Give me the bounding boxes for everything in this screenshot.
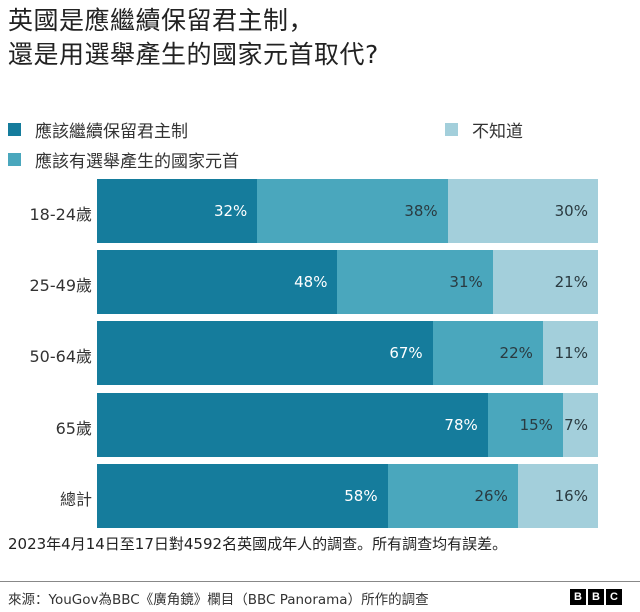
legend-label: 不知道 bbox=[472, 122, 523, 142]
bar-segment: 67% bbox=[97, 321, 433, 385]
bbc-logo-letter: C bbox=[606, 589, 622, 605]
survey-note: 2023年4月14日至17日對4592名英國成年人的調查。所有調查均有誤差。 bbox=[8, 535, 508, 553]
bar-segment: 21% bbox=[492, 250, 598, 314]
segment-value-label: 26% bbox=[474, 487, 508, 505]
bar-segment: 31% bbox=[337, 250, 493, 314]
bar-row: 67% 22% 11% bbox=[97, 321, 598, 385]
segment-value-label: 67% bbox=[389, 344, 423, 362]
bbc-logo: B B C bbox=[570, 589, 622, 605]
legend-swatch-icon bbox=[445, 123, 458, 136]
bar-segment: 22% bbox=[432, 321, 543, 385]
bbc-logo-letter: B bbox=[570, 589, 586, 605]
chart-title-line-1: 英國是應繼續保留君主制， bbox=[8, 6, 315, 35]
chart-title-line-2: 還是用選舉產生的國家元首取代? bbox=[8, 40, 379, 69]
bar-row: 58% 26% 16% bbox=[97, 464, 598, 528]
chart-title: 英國是應繼續保留君主制， 還是用選舉產生的國家元首取代? bbox=[8, 4, 379, 72]
row-label: 50-64歲 bbox=[29, 347, 93, 366]
legend-swatch-icon bbox=[8, 123, 21, 136]
row-label: 65歲 bbox=[55, 419, 92, 438]
bbc-logo-letter: B bbox=[588, 589, 604, 605]
segment-value-label: 22% bbox=[499, 344, 533, 362]
segment-value-label: 15% bbox=[519, 416, 553, 434]
legend-item-dont-know: 不知道 bbox=[445, 117, 523, 142]
bar-row: 48% 31% 21% bbox=[97, 250, 598, 314]
legend-swatch-icon bbox=[8, 153, 21, 166]
segment-value-label: 78% bbox=[444, 416, 478, 434]
bar-segment: 7% bbox=[562, 393, 598, 457]
legend-item-elected-head: 應該有選舉產生的國家元首 bbox=[8, 147, 239, 172]
footer-divider bbox=[0, 581, 640, 582]
bar-segment: 15% bbox=[487, 393, 563, 457]
row-label: 18-24歲 bbox=[29, 205, 93, 224]
bar-segment: 38% bbox=[257, 179, 448, 243]
segment-value-label: 16% bbox=[554, 487, 588, 505]
bar-segment: 48% bbox=[97, 250, 338, 314]
legend-label: 應該有選舉產生的國家元首 bbox=[35, 152, 239, 172]
segment-value-label: 31% bbox=[449, 273, 483, 291]
bar-row: 32% 38% 30% bbox=[97, 179, 598, 243]
legend-label: 應該繼續保留君主制 bbox=[35, 122, 188, 142]
bar-segment: 58% bbox=[97, 464, 388, 528]
bar-segment: 78% bbox=[97, 393, 488, 457]
bar-row: 78% 15% 7% bbox=[97, 393, 598, 457]
segment-value-label: 30% bbox=[554, 202, 588, 220]
segment-value-label: 38% bbox=[404, 202, 438, 220]
segment-value-label: 32% bbox=[213, 202, 248, 220]
segment-value-label: 21% bbox=[554, 273, 588, 291]
bar-segment: 32% bbox=[97, 179, 258, 243]
row-label: 總計 bbox=[59, 490, 92, 509]
legend-item-keep-monarchy: 應該繼續保留君主制 bbox=[8, 117, 188, 142]
bar-segment: 11% bbox=[542, 321, 598, 385]
bar-segment: 16% bbox=[517, 464, 598, 528]
segment-value-label: 11% bbox=[554, 344, 588, 362]
segment-value-label: 48% bbox=[294, 273, 328, 291]
row-label: 25-49歲 bbox=[29, 276, 93, 295]
source-text: 來源：YouGov為BBC《廣角鏡》欄目（BBC Panorama）所作的調查 bbox=[8, 592, 429, 608]
bar-segment: 26% bbox=[387, 464, 518, 528]
segment-value-label: 58% bbox=[344, 487, 378, 505]
bar-segment: 30% bbox=[447, 179, 598, 243]
segment-value-label: 7% bbox=[564, 416, 588, 434]
